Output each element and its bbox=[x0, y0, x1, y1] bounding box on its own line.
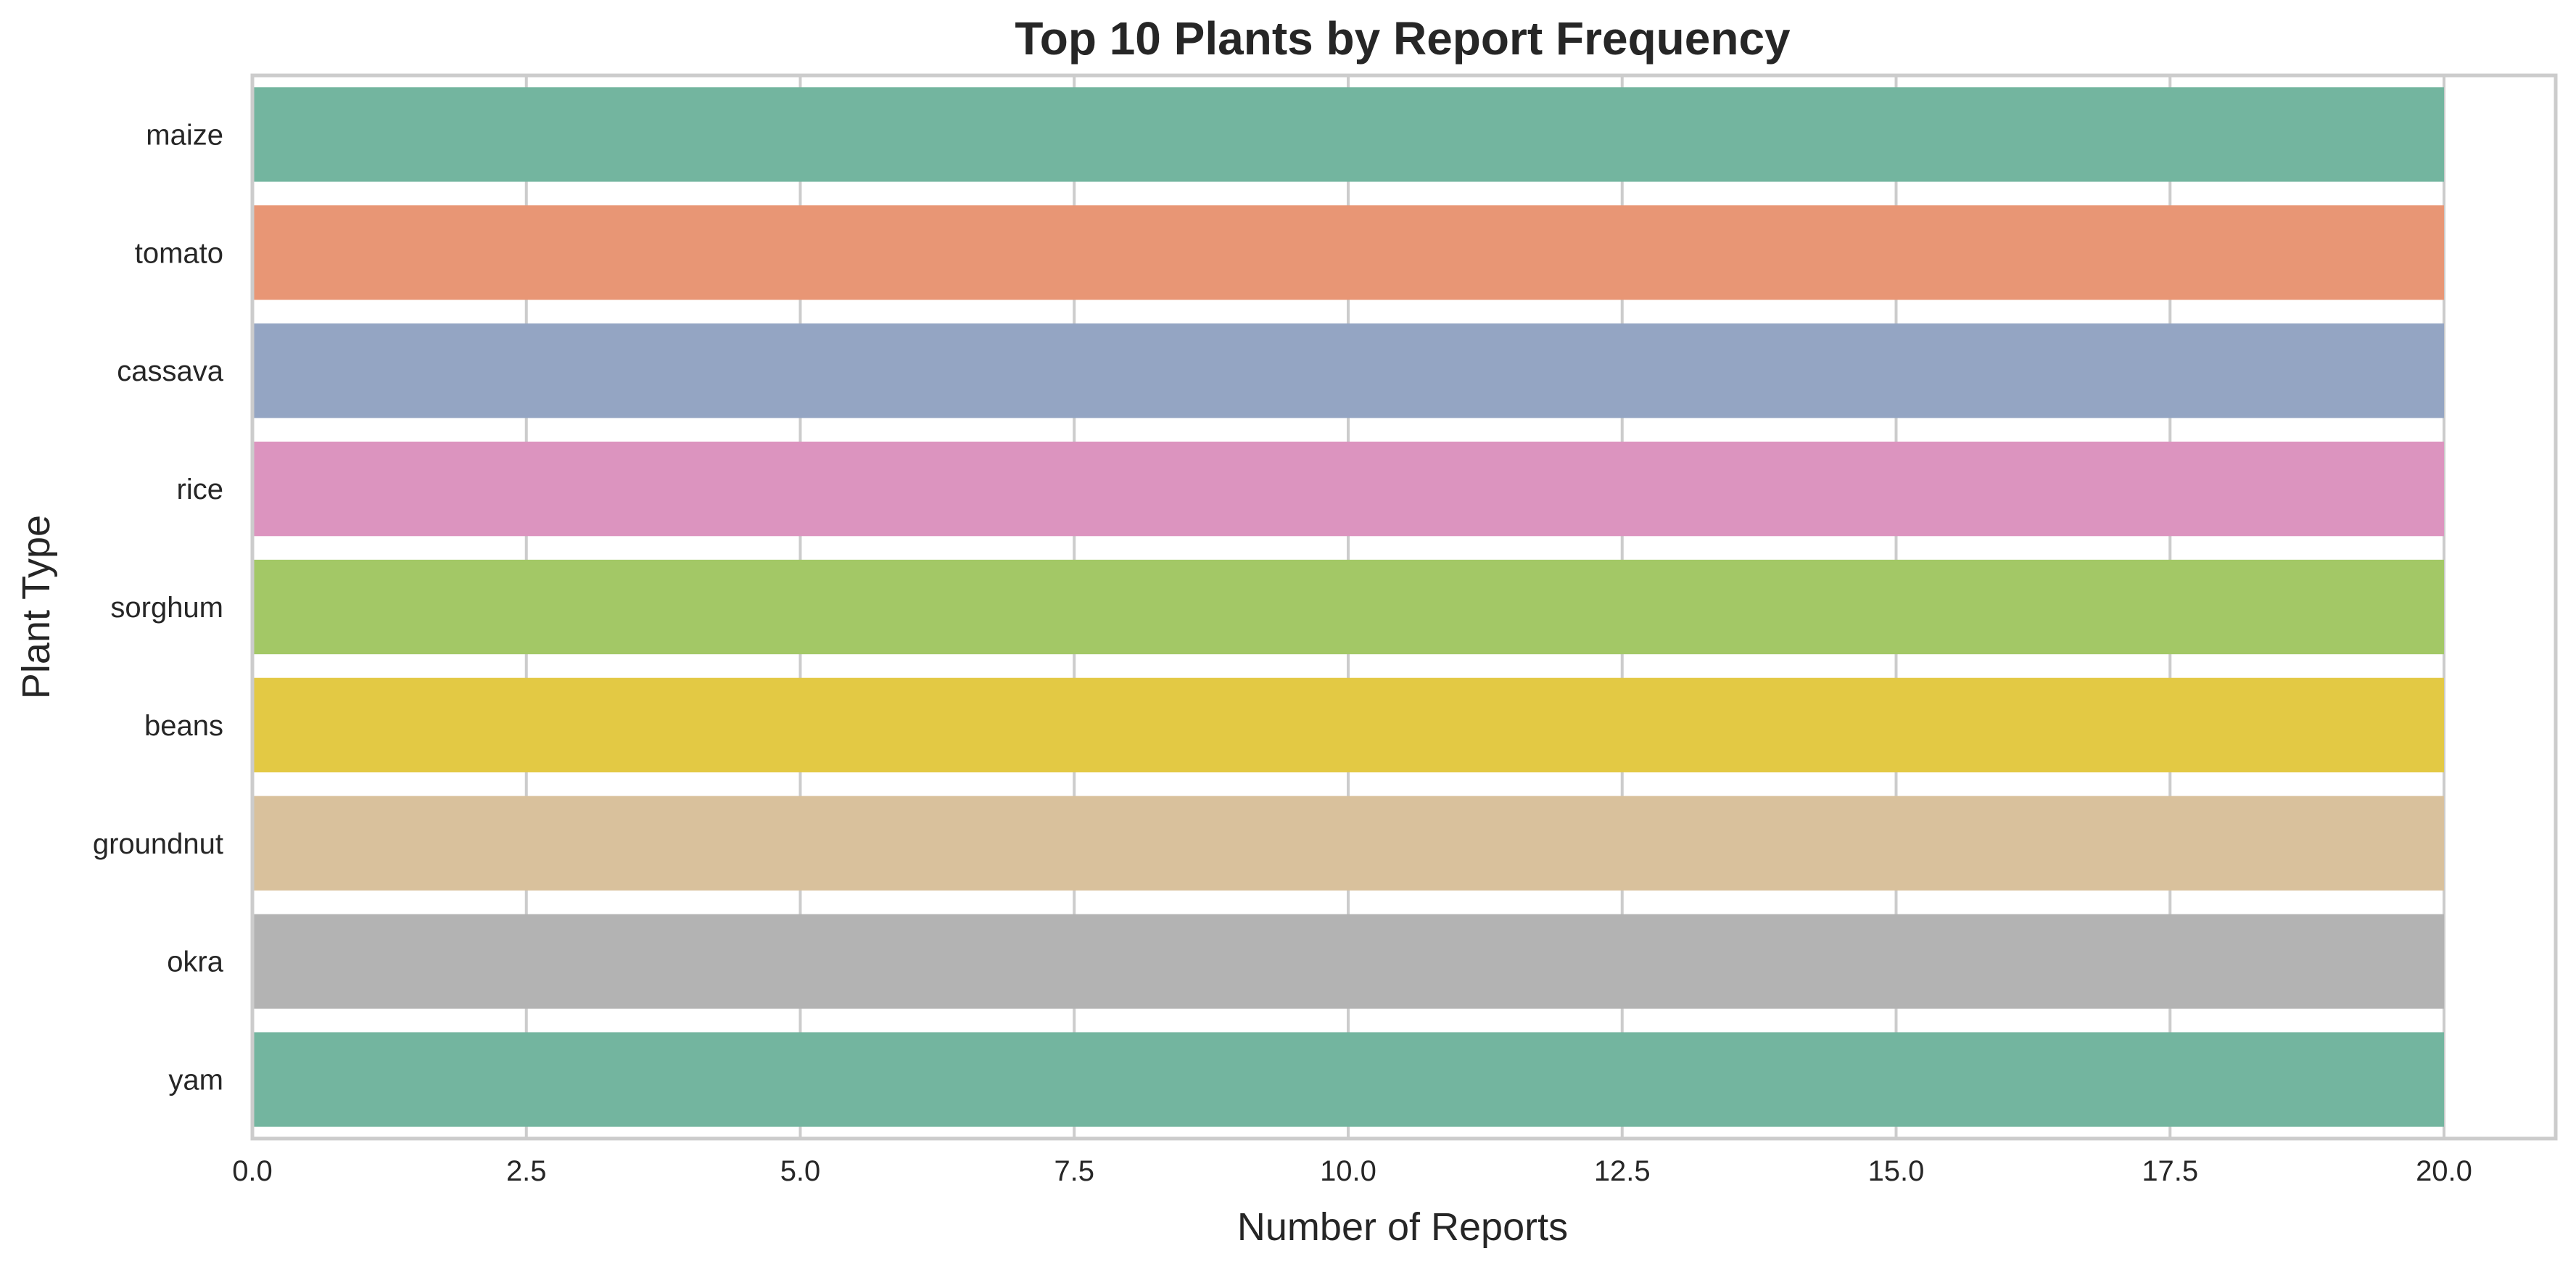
x-tick-label: 0.0 bbox=[232, 1155, 273, 1187]
y-tick-labels: maize tomato cassava rice sorghum beans ground… bbox=[93, 119, 224, 1096]
bar-tomato bbox=[252, 205, 2444, 300]
y-tick-label-maize: maize bbox=[146, 119, 223, 151]
bar-rice bbox=[252, 441, 2444, 537]
bar-beans bbox=[252, 677, 2444, 773]
x-tick-label: 15.0 bbox=[1868, 1155, 1925, 1187]
y-axis-label: Plant Type bbox=[15, 515, 58, 699]
chart-title: Top 10 Plants by Report Frequency bbox=[1015, 12, 1791, 65]
x-axis-label: Number of Reports bbox=[1237, 1205, 1568, 1249]
x-tick-labels: 0.0 2.5 5.0 7.5 10.0 12.5 15.0 17.5 20.0 bbox=[232, 1155, 2472, 1187]
y-tick-label-okra: okra bbox=[167, 946, 224, 978]
plot-frame bbox=[250, 73, 2558, 1141]
x-tick-label: 12.5 bbox=[1594, 1155, 1651, 1187]
bars bbox=[252, 87, 2444, 1127]
x-tick-label: 20.0 bbox=[2416, 1155, 2472, 1187]
bar-yam bbox=[252, 1032, 2444, 1127]
y-tick-label-yam: yam bbox=[168, 1065, 223, 1097]
x-tick-label: 5.0 bbox=[780, 1155, 821, 1187]
y-tick-label-cassava: cassava bbox=[117, 355, 223, 387]
x-tick-label: 10.0 bbox=[1320, 1155, 1376, 1187]
bar-okra bbox=[252, 914, 2444, 1009]
x-tick-label: 17.5 bbox=[2142, 1155, 2198, 1187]
bar-maize bbox=[252, 87, 2444, 182]
x-tick-label: 7.5 bbox=[1054, 1155, 1094, 1187]
y-tick-label-beans: beans bbox=[144, 710, 223, 742]
bar-sorghum bbox=[252, 559, 2444, 655]
y-tick-label-rice: rice bbox=[177, 474, 223, 505]
y-tick-label-tomato: tomato bbox=[135, 237, 223, 269]
y-tick-label-groundnut: groundnut bbox=[93, 828, 223, 860]
bar-cassava bbox=[252, 323, 2444, 418]
x-tick-label: 2.5 bbox=[506, 1155, 547, 1187]
y-tick-label-sorghum: sorghum bbox=[110, 592, 223, 624]
bar-groundnut bbox=[252, 796, 2444, 891]
